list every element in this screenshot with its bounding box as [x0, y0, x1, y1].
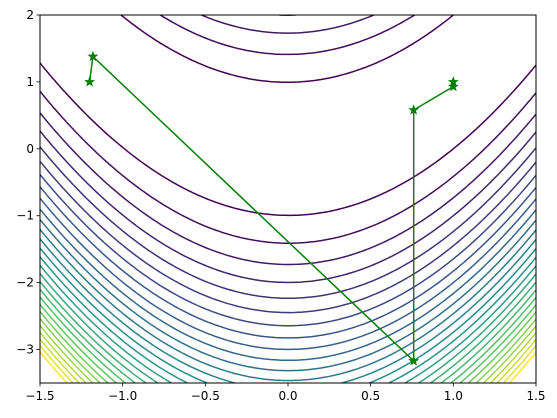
x-axis: −1.5 −1.0 −0.5 0.0 0.5 1.0 1.5: [25, 383, 546, 403]
y-tick-label: 1: [26, 75, 34, 89]
contour-level-200: [40, 15, 536, 244]
contour-level-2700: [40, 345, 536, 383]
contour-level-1000: [40, 208, 536, 362]
x-tick-label: 0.0: [278, 389, 297, 403]
contour-level-2600: [40, 338, 536, 383]
path-point-3: [408, 104, 420, 115]
contour-level-400: [40, 15, 536, 284]
path-point-2: [408, 355, 420, 366]
contour-level-300: [40, 15, 536, 266]
contour-level-2200: [40, 311, 536, 383]
x-tick-label: −1.0: [108, 389, 137, 403]
x-tick-label: 0.5: [361, 389, 380, 403]
path-point-0: [84, 76, 96, 87]
x-tick-label: 1.5: [526, 389, 545, 403]
x-tick-label: −1.5: [25, 389, 54, 403]
x-tick-label: 1.0: [444, 389, 463, 403]
path-point-5: [447, 76, 459, 87]
y-tick-label: −3: [16, 343, 34, 357]
contour-level-1600: [40, 264, 536, 383]
contour-level-2000: [40, 296, 536, 383]
contour-level-100: [40, 15, 536, 217]
y-tick-label: 2: [26, 8, 34, 22]
contour-level-1700: [40, 273, 536, 383]
contour-level-600: [40, 160, 536, 314]
x-tick-label: −0.5: [191, 389, 220, 403]
contour-level-1100: [40, 219, 536, 372]
y-axis: −3 −2 −1 0 1 2: [16, 8, 40, 357]
plot-area: [40, 15, 536, 383]
y-tick-label: −1: [16, 209, 34, 223]
contour-lines: [40, 15, 536, 383]
contour-level-2800: [40, 351, 536, 383]
optimization-path: [84, 50, 459, 366]
contour-level-800: [40, 186, 536, 339]
contour-level-1900: [40, 288, 536, 383]
contour-level-2500: [40, 331, 536, 383]
contour-level-1800: [40, 281, 536, 383]
path-point-1: [87, 50, 99, 62]
contour-level-900: [40, 197, 536, 351]
y-tick-label: 0: [26, 142, 34, 156]
path-point-4: [447, 80, 459, 92]
contour-level-1500: [40, 256, 536, 383]
contour-level-1300: [40, 238, 536, 383]
contour-level-1200: [40, 228, 536, 382]
contour-level-2400: [40, 325, 536, 383]
y-tick-label: −2: [16, 276, 34, 290]
contour-level-700: [40, 174, 536, 327]
contour-level-500: [40, 146, 536, 300]
contour-level-2100: [40, 303, 536, 383]
contour-level-2300: [40, 318, 536, 383]
